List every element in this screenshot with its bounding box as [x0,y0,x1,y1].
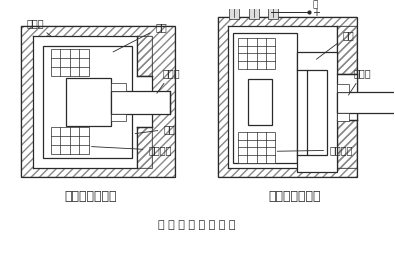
Bar [66,78,111,126]
Bar [337,92,395,113]
Bar [297,52,337,172]
Text: 制动轴: 制动轴 [348,68,372,95]
Text: 转子: 转子 [113,22,167,52]
Text: 制动轴: 制动轴 [157,68,180,93]
Bar [238,38,275,69]
Text: －: － [312,1,318,10]
Bar [337,26,357,74]
Bar [111,83,126,91]
Bar [43,45,132,158]
Text: 电 磁 制 动 器 示 意 图: 电 磁 制 动 器 示 意 图 [158,221,236,231]
Bar [233,33,297,163]
Bar [33,36,137,168]
Bar [337,74,357,119]
Bar [51,49,89,76]
Bar [248,79,273,125]
Bar [337,119,357,168]
Text: +: + [312,8,320,18]
Bar [137,76,152,127]
Bar [337,113,349,121]
Bar [228,26,337,168]
Bar [269,7,278,19]
Bar [229,7,239,19]
Text: 电枢: 电枢 [316,30,355,59]
Text: 激磁线圈: 激磁线圈 [92,145,172,155]
Text: 激磁线圈: 激磁线圈 [277,145,353,155]
Bar [337,84,349,92]
Bar [111,114,126,122]
Bar [218,17,357,177]
Bar [218,17,357,177]
Bar [137,127,152,168]
Bar [337,26,357,74]
Text: 导磁体: 导磁体 [26,18,51,36]
Text: 电磁涡流制动器: 电磁涡流制动器 [268,190,321,203]
Bar [238,132,275,163]
Bar [51,127,89,154]
Bar [111,91,170,114]
Bar [137,36,152,76]
Bar [307,70,327,155]
Bar [137,36,152,76]
Bar [248,7,259,19]
Bar [337,119,357,168]
Text: 电磁粉末制动器: 电磁粉末制动器 [64,190,117,203]
Bar [137,127,152,168]
Bar [21,26,175,177]
Bar [21,26,175,177]
Text: 磁粉: 磁粉 [135,124,175,134]
